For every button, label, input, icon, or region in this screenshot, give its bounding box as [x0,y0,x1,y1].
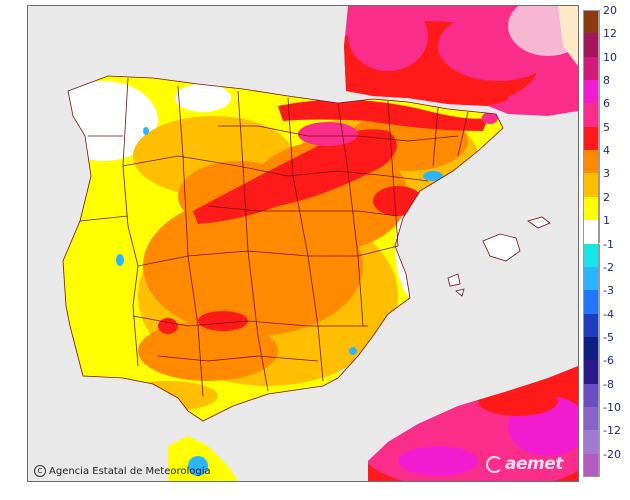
legend-label: 10 [603,50,617,64]
legend-swatch [583,173,600,197]
legend-label: -12 [603,424,621,438]
legend-label: -20 [603,447,621,461]
balearic-islands [447,216,551,297]
copyright-icon: C [34,465,46,477]
africa-region [168,366,578,481]
legend-label: -10 [603,400,621,414]
legend-swatch [583,430,600,454]
legend-swatch [583,336,600,361]
legend-label: 6 [603,97,610,111]
aemet-logo: aemet [486,453,563,475]
legend-swatch [583,56,600,81]
legend-swatch [583,243,600,267]
legend-label: -1 [603,237,614,251]
anomaly-map [27,5,579,482]
legend-swatch [583,360,600,384]
legend-swatch [583,10,600,34]
legend-label: -3 [603,284,614,298]
legend-label: 1 [603,214,610,228]
legend-swatch [583,266,600,291]
legend-label: -6 [603,354,614,368]
legend-label: -2 [603,260,614,274]
legend-label: 4 [603,144,610,158]
legend-label: -5 [603,330,614,344]
legend-swatch [583,453,600,477]
legend-label: 5 [603,120,610,134]
legend-label: 8 [603,74,610,88]
credit-text: Agencia Estatal de Meteorología [49,465,211,477]
legend-swatch [583,196,600,221]
legend-label: 20 [603,4,617,17]
legend-swatch [583,406,600,431]
legend-label: 3 [603,167,610,181]
map-canvas [28,6,578,481]
legend-swatch [583,313,600,337]
aemet-logo-text: aemet [505,454,563,474]
legend-swatch [583,33,600,57]
legend-swatch [583,103,600,127]
legend-swatch [583,126,600,151]
legend-label: -4 [603,307,614,321]
aemet-swirl-icon [486,455,503,473]
legend-swatch [583,80,600,104]
legend-swatch [583,220,600,244]
legend-label: 2 [603,190,610,204]
legend-swatch [583,383,600,407]
legend-label: 12 [603,27,617,41]
legend-swatch [583,150,600,174]
legend-label: -8 [603,377,614,391]
legend-swatch [583,290,600,314]
credit-line: C Agencia Estatal de Meteorología [34,464,211,478]
